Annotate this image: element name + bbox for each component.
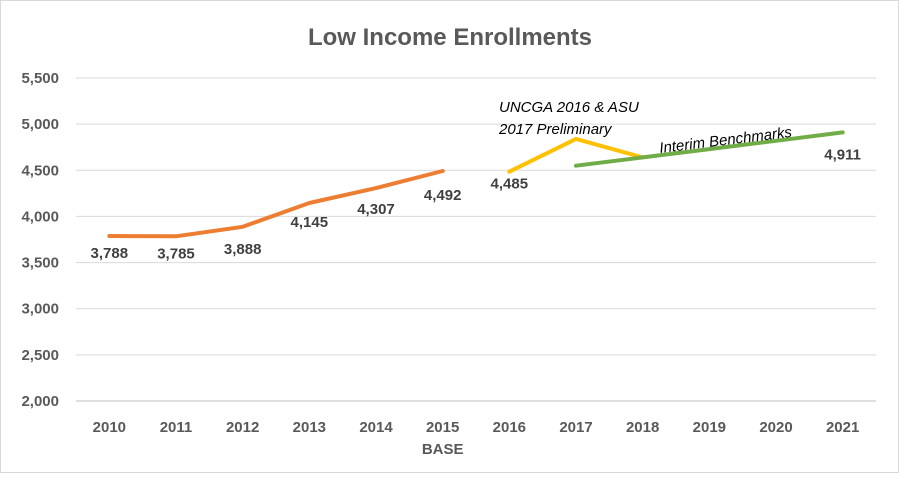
data-label: 4,307 bbox=[357, 201, 395, 218]
annotation-text: UNCGA 2016 & ASU bbox=[499, 99, 639, 116]
x-tick-label: 2016 bbox=[493, 419, 526, 436]
x-tick-label: 2019 bbox=[693, 419, 726, 436]
x-tick-label: 2010 bbox=[93, 419, 126, 436]
data-labels: 3,788 3,785 3,888 4,145 4,307 4,492 4,485 4,911 bbox=[91, 146, 861, 262]
y-axis-ticks: 2,000 2,500 3,000 3,500 4,000 4,500 5,000 5,500 bbox=[21, 70, 59, 410]
annotation-text: 2017 Preliminary bbox=[498, 121, 613, 138]
y-tick-label: 2,500 bbox=[21, 347, 59, 364]
x-tick-label: 2020 bbox=[759, 419, 792, 436]
data-label: 3,888 bbox=[224, 241, 262, 258]
data-label: 3,788 bbox=[91, 245, 129, 262]
grid bbox=[76, 77, 876, 402]
series-lines bbox=[107, 130, 845, 239]
x-tick-label: 2017 bbox=[559, 419, 592, 436]
y-tick-label: 3,000 bbox=[21, 301, 59, 318]
y-tick-label: 5,500 bbox=[21, 70, 59, 87]
annotation-text: Interim Benchmarks bbox=[658, 124, 793, 157]
series-line-actual bbox=[107, 169, 445, 239]
x-tick-label: 2021 bbox=[826, 419, 859, 436]
x-tick-sublabel: BASE bbox=[422, 441, 464, 458]
data-label: 4,911 bbox=[824, 146, 861, 163]
x-axis-ticks: 2010 2011 2012 2013 2014 2015 BASE 2016 2017 2018… bbox=[93, 419, 860, 458]
data-label: 3,785 bbox=[157, 245, 195, 262]
x-tick-label: 2011 bbox=[160, 419, 193, 436]
series-line-benchmarks bbox=[574, 130, 845, 168]
y-tick-label: 2,000 bbox=[21, 393, 59, 410]
x-tick-label: 2015 bbox=[426, 419, 459, 436]
x-tick-label: 2013 bbox=[293, 419, 326, 436]
y-tick-label: 4,500 bbox=[21, 162, 59, 179]
x-tick-label: 2014 bbox=[359, 419, 393, 436]
annotations: UNCGA 2016 & ASU 2017 Preliminary Interim … bbox=[498, 99, 793, 157]
x-tick-label: 2012 bbox=[226, 419, 259, 436]
data-label: 4,485 bbox=[491, 176, 529, 193]
y-tick-label: 3,500 bbox=[21, 255, 59, 272]
x-tick-label: 2018 bbox=[626, 419, 659, 436]
chart-title: Low Income Enrollments bbox=[308, 24, 592, 51]
data-label: 4,492 bbox=[424, 187, 462, 204]
y-tick-label: 5,000 bbox=[21, 116, 59, 133]
y-tick-label: 4,000 bbox=[21, 208, 59, 225]
data-label: 4,145 bbox=[291, 214, 329, 231]
series-line-preliminary bbox=[507, 136, 645, 174]
